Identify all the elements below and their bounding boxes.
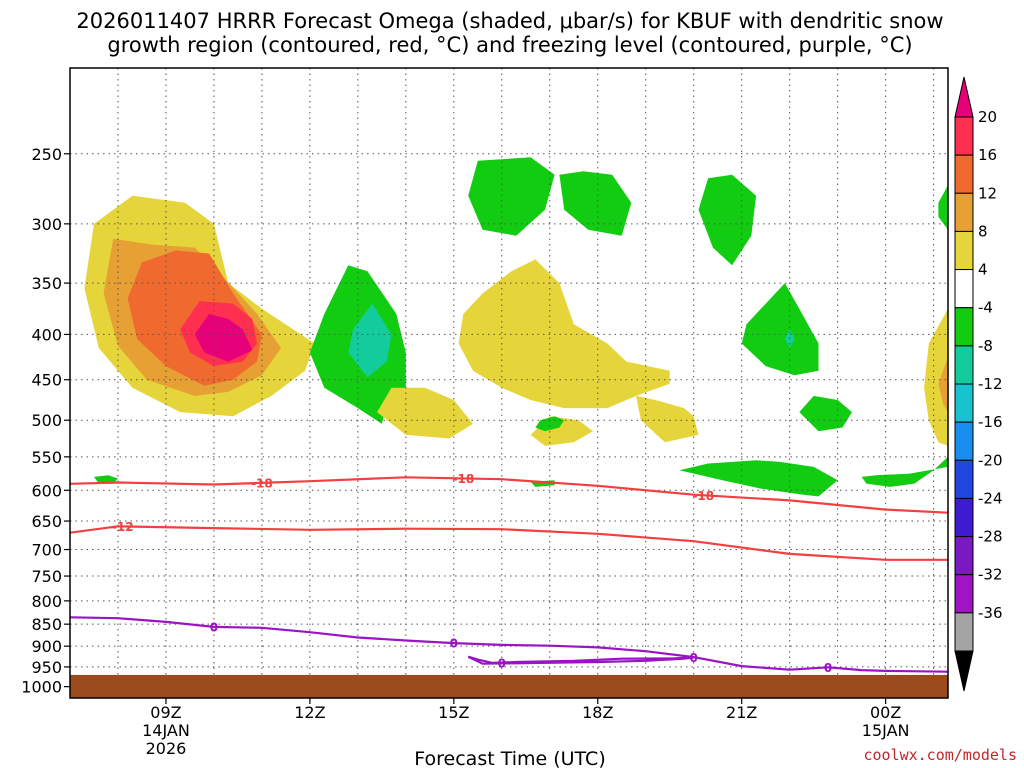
y-tick-label: 650 [31,512,62,531]
contour-label: 0 [498,656,506,670]
omega-region-sinking-low-j [535,416,565,432]
omega-region-rising-midlevel-b [458,259,670,409]
colorbar-segment [954,459,974,499]
omega-region-rising-right-edge [924,308,948,446]
colorbar-segment [954,345,974,385]
chart-title-line-2: growth region (contoured, red, °C) and f… [107,33,912,57]
omega-region-sinking-low-g [799,395,852,432]
colorbar-segment [954,307,974,347]
y-tick-label: 300 [31,215,62,234]
isotherm-line--12 [70,525,948,561]
y-tick-label: 900 [31,637,62,656]
contour-lines: -18 -18 -18 -12 0 0 0 0 0 [70,472,948,675]
colorbar-bottom-arrow [954,650,974,692]
y-tick-label: 950 [31,658,62,677]
colorbar-top-arrow [954,76,974,118]
colorbar-label: -20 [978,451,1003,469]
y-tick-label: 250 [31,145,62,164]
y-tick-label: 1000 [21,678,62,697]
x-tick-label: 09Z [150,703,181,722]
contour-label: -18 [453,472,475,486]
freezing-level-loop [467,655,694,665]
y-tick-label: 450 [31,371,62,390]
contour-label: -18 [692,489,714,503]
omega-region-sinking-right-f [741,283,819,376]
colorbar-segment [954,116,974,156]
y-tick-label: 400 [31,325,62,344]
colorbar-segment [954,574,974,614]
colorbar-label: 16 [978,146,997,164]
colorbar-label: -12 [978,375,1003,393]
omega-region-rising-lowlevel-e [636,395,699,443]
y-tick-label: 700 [31,541,62,560]
omega-region-rising-right-edge-8 [938,357,948,413]
x-axis-title: Forecast Time (UTC) [414,748,605,768]
omega-region-sinking-top-1 [468,157,555,236]
omega-region-sinking-low-h [679,460,838,497]
contour-label: 0 [824,661,832,675]
colorbar-segment [954,192,974,232]
colorbar-label: -4 [978,299,993,317]
colorbar-segment [954,421,974,461]
y-tick-label: 350 [31,274,62,293]
x-tick-label: 15Z [438,703,469,722]
plot-area: -18 -18 -18 -12 0 0 0 0 0 [69,67,949,699]
colorbar-label: -36 [978,604,1003,622]
omega-region-rising-lowlevel-c [377,387,473,439]
ground-layer [70,674,948,698]
y-tick-label: 800 [31,592,62,611]
colorbar-label: -32 [978,566,1003,584]
y-axis-pressure: 250 300 350 400 450 500 550 600 650 700 750 800 850 9… [21,145,70,697]
colorbar-segment [954,230,974,271]
x-tick-label: 18Z [582,703,613,722]
x-tick-label: 12Z [294,703,325,722]
contour-label: -18 [251,476,273,490]
contour-label: 0 [210,620,218,634]
x-tick-label: 14JAN [142,721,190,740]
contour-label: 0 [450,637,458,651]
omega-region-sinking-low-k [861,456,948,487]
colorbar-segment [954,269,974,309]
omega-shaded-regions [84,157,948,497]
credit-text: coolwx.com/models [863,746,1017,764]
x-tick-label: 21Z [726,703,757,722]
omega-region-sinking-top-2 [559,171,632,236]
colorbar-label: 12 [978,184,997,202]
colorbar-label: -24 [978,489,1003,507]
grid-lines [70,68,948,698]
x-tick-label: 2026 [146,739,187,758]
colorbar-segment [954,612,974,652]
contour-label: -12 [112,520,134,534]
y-tick-label: 850 [31,615,62,634]
colorbar-label: 4 [978,261,988,279]
freezing-level-line [70,616,948,673]
omega-region-sinking-band-a-core [348,303,392,378]
colorbar-label: 8 [978,222,988,240]
x-tick-label: 00Z [870,703,901,722]
omega-region-sinking-right-top [938,185,948,230]
colorbar-segment [954,383,974,423]
y-tick-label: 600 [31,481,62,500]
colorbar-label: 20 [978,108,997,126]
plot-frame [69,67,949,699]
x-tick-label: 15JAN [862,721,910,740]
colorbar-segment [954,497,974,538]
omega-region-sinking-low-l [94,475,118,484]
omega-region-rising-plume-20 [194,313,253,362]
contour-label: 0 [690,651,698,665]
colorbar-segment [954,154,974,194]
colorbar-label: -28 [978,528,1003,546]
colorbar-label: -8 [978,337,993,355]
chart-title-line-1: 2026011407 HRRR Forecast Omega (shaded, … [76,9,943,33]
isotherm-line--18 [70,476,948,514]
y-tick-label: 550 [31,448,62,467]
colorbar-legend: 20 16 12 8 4 -4 -8 -12 -16 -20 -24 -28 -32 -36 [954,76,1003,692]
omega-region-sinking-top-3 [698,174,757,266]
y-tick-label: 500 [31,411,62,430]
colorbar-label: -16 [978,413,1003,431]
y-tick-label: 750 [31,567,62,586]
colorbar-segment [954,536,974,576]
